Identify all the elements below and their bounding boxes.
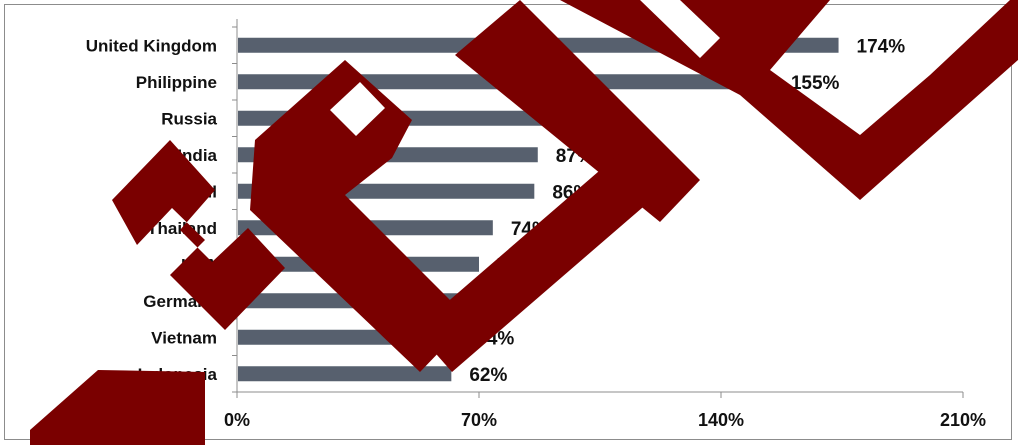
value-label: 86%	[552, 182, 590, 203]
value-label: 74%	[511, 219, 549, 240]
category-label: India	[177, 146, 217, 165]
value-label: 62%	[469, 365, 507, 386]
bar	[238, 74, 773, 90]
category-label: Vietnam	[151, 328, 217, 347]
chart-frame: 0% 70% 140% 210% United Kingdom 174% Philippin…	[4, 4, 1012, 440]
value-label: 70%	[497, 255, 535, 276]
bar	[238, 147, 538, 163]
value-label: 93%	[577, 109, 615, 130]
category-label: Thailand	[147, 219, 217, 238]
x-tick-label: 70%	[461, 410, 497, 430]
category-label: USA	[181, 255, 217, 274]
category-label: Germany	[143, 292, 217, 311]
bar	[238, 293, 466, 309]
bar	[238, 110, 559, 126]
value-label: 66%	[483, 292, 521, 313]
category-label: Philippine	[136, 73, 217, 92]
bar	[238, 220, 493, 236]
category-label: United Kingdom	[86, 36, 217, 55]
category-label: Brazil	[171, 182, 217, 201]
x-tick-label: 0%	[224, 410, 250, 430]
category-label: Russia	[161, 109, 217, 128]
bar	[238, 37, 839, 53]
bar	[238, 183, 535, 199]
x-tick-label: 210%	[940, 410, 986, 430]
bar-chart: 0% 70% 140% 210% United Kingdom 174% Philippin…	[86, 19, 986, 430]
x-tick-label: 140%	[698, 410, 744, 430]
category-label: Indonesia	[138, 365, 218, 384]
value-label: 155%	[791, 73, 840, 94]
bar	[238, 256, 479, 272]
value-label: 87%	[556, 146, 594, 167]
bar	[238, 366, 452, 382]
value-label: 64%	[476, 328, 514, 349]
bar	[238, 329, 459, 345]
value-label: 174%	[857, 36, 906, 57]
